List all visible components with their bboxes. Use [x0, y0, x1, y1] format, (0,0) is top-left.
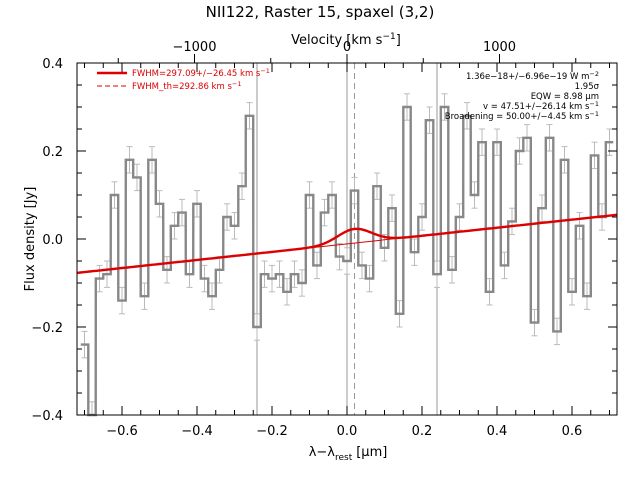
x-tick-label: −0.4: [181, 424, 213, 439]
y-tick-label: −0.2: [31, 321, 63, 336]
velocity-tick-label: 1000: [483, 40, 516, 55]
annotation-4: Broadening = 50.00+/−4.45 km s−1: [445, 110, 599, 122]
x-axis-label-sub: rest: [335, 453, 353, 463]
top-axis-label: Velocity [km s−1]: [291, 32, 401, 48]
spectrum-step-line: [80, 105, 614, 417]
gaussian-fit-line: [76, 213, 618, 275]
x-tick-label: 0.6: [562, 424, 583, 439]
velocity-tick-label: 0: [343, 40, 351, 55]
top-axis-label-main: Velocity [km s: [291, 33, 383, 48]
axis-ticks: −0.6 −0.4 −0.2 0.0 0.2 0.4 0.6 −0.4 −0.2 0.0 0.2 0.…: [31, 40, 618, 439]
x-tick-label: −0.6: [106, 424, 138, 439]
velocity-tick-label: −1000: [173, 40, 217, 55]
y-tick-label: −0.4: [31, 409, 63, 424]
x-axis-label-main: λ−λ: [309, 445, 336, 460]
top-axis-label-sup: −1: [382, 32, 395, 42]
y-tick-label: 0.4: [42, 57, 63, 72]
legend-label-1: FWHM_th=292.86 km s−1: [132, 80, 241, 92]
annotation-1: 1.95σ: [575, 82, 600, 92]
spectrum-point: [89, 401, 95, 416]
chart-legend: FWHM=297.09+/−26.45 km s−1FWHM_th=292.86…: [97, 67, 270, 92]
chart-title: NII122, Raster 15, spaxel (3,2): [206, 3, 435, 21]
chart-marks: [76, 63, 618, 417]
x-tick-label: 0.4: [487, 424, 508, 439]
y-axis-label: Flux density [Jy]: [23, 187, 38, 292]
annotation-2: EQW = 8.98 μm: [531, 92, 599, 102]
annotation-0: 1.36e−18+/−6.96e−19 W m−2: [466, 70, 599, 82]
x-axis-label: λ−λrest [μm]: [309, 445, 388, 463]
x-tick-label: 0.2: [412, 424, 433, 439]
y-tick-label: 0.2: [42, 145, 63, 160]
annotation-3: v = 47.51+/−26.14 km s−1: [483, 100, 599, 112]
y-tick-label: 0.0: [42, 233, 63, 248]
x-axis-label-unit: [μm]: [356, 445, 387, 460]
x-tick-label: −0.2: [256, 424, 288, 439]
legend-label-0: FWHM=297.09+/−26.45 km s−1: [132, 67, 270, 79]
x-tick-label: 0.0: [337, 424, 358, 439]
top-axis-label-end: ]: [396, 33, 401, 48]
